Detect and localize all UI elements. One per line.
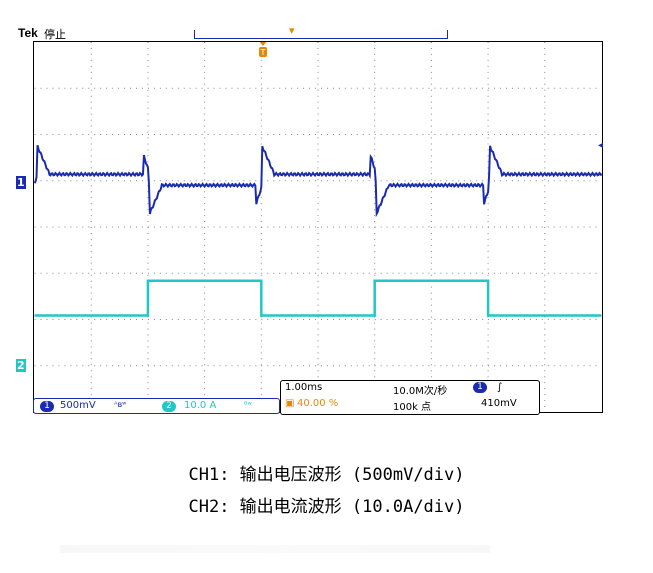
brand-label: Tek (18, 26, 38, 40)
ch2-scale: 10.0 A (184, 400, 217, 411)
ch1-voltage-trace (34, 145, 602, 218)
trigger-level: 410mV (481, 398, 517, 409)
ch2-badge: 2 (162, 400, 176, 412)
oscilloscope-screen (14, 28, 641, 423)
trigger-marker-label: T (260, 48, 266, 57)
ch2-marker: 2 (16, 359, 26, 372)
ch2-coupling: ᴮʷ (244, 400, 252, 409)
faded-text-line (60, 545, 490, 553)
ch1-coupling: ᴬʙʷ (114, 400, 127, 409)
trigger-position-icon: ▾ (289, 24, 295, 37)
ch2-current-trace (34, 279, 602, 317)
trigger-slope-icon: ∫ (497, 382, 503, 393)
caption-ch2: CH2: 输出电流波形 (10.0A/div) (188, 497, 465, 517)
waveform-grid (33, 41, 603, 413)
ch1-marker: 1 (16, 176, 26, 189)
channel-readout: 1 500mV ᴬʙʷ 2 10.0 A ᴮʷ (33, 398, 280, 414)
trigger-position: 40.00 % (297, 398, 339, 409)
ch1-offset-arrow-icon: ◂ (598, 140, 604, 151)
trigger-position-icon-small: ▣ (285, 398, 295, 409)
timebase-readout: 1.00ms 10.0M次/秒 1 ∫ ▣ 40.00 % 100k 点 410… (280, 380, 540, 415)
acquisition-status: 停止 (44, 28, 66, 41)
record-length: 100k 点 (393, 402, 432, 413)
ch1-badge: 1 (40, 400, 54, 412)
timebase: 1.00ms (285, 382, 323, 393)
caption-ch1: CH1: 输出电压波形 (500mV/div) (188, 465, 465, 485)
ch1-scale: 500mV (60, 400, 96, 411)
scope-top-bar: Tek 停止 ▾ (14, 24, 641, 41)
sample-rate: 10.0M次/秒 (393, 386, 448, 397)
record-view-bracket (194, 30, 448, 39)
trigger-source-badge: 1 (473, 381, 487, 393)
